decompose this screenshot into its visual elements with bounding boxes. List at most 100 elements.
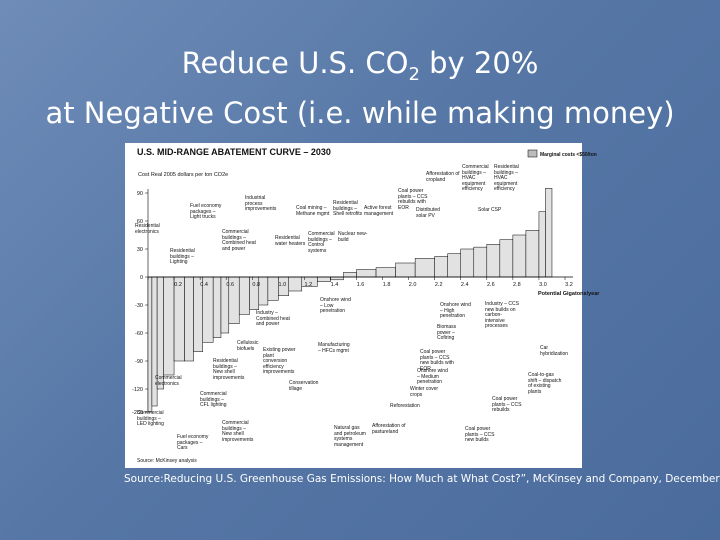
bar [317,276,331,282]
y-tick-label: -60 [135,331,143,337]
annotation: Residential electronics [135,223,160,235]
annotation: Commercial buildings – HVAC equipment ef… [462,164,489,193]
x-tick-label: 2.2 [435,282,443,288]
annotation: Industrial process improvements [245,195,277,213]
annotation: Onshore wind – High penetration [440,302,471,320]
annotation: Commercial buildings – New shell improve… [222,420,254,443]
x-tick-label: 1.6 [357,282,365,288]
bar [375,267,396,278]
bar [147,276,153,413]
x-tick-label: 2.8 [513,282,521,288]
annotation: Afforestation of cropland [426,171,460,183]
y-tick-label: -120 [132,387,143,393]
bar [156,276,164,390]
annotation: Distributed solar PV [416,207,440,219]
annotation: Residential buildings – Shell retrofits [333,200,363,218]
annotation: Residential buildings – HVAC equipment e… [494,164,519,193]
annotation: Conservation tillage [289,380,319,392]
title-line: at Negative Cost (i.e. while making mone… [45,95,675,130]
bar [473,246,488,278]
x-tick-label: 1.0 [278,282,286,288]
annotation: Cellulosic biofuels [237,340,259,352]
annotation: Residential buildings – Lighting [170,248,195,266]
slide-title: Reduce U.S. CO2 by 20% at Negative Cost (… [0,44,720,132]
y-tick-label: 60 [137,219,143,225]
bar [525,230,540,278]
annotation: Source: McKinsey analysis [137,458,197,464]
annotation: Manufacturing – HFCs mgmt [318,342,350,354]
annotation: Active forest management [364,205,394,217]
x-tick-label: 0.6 [226,282,234,288]
y-tick-label: 90 [137,191,143,197]
bar [267,276,279,301]
annotation: Residential buildings – New shell improv… [213,358,245,381]
bar [512,234,527,278]
bar [238,276,250,315]
x-tick-label: 3.2 [565,282,573,288]
annotation: Commercial buildings – CFL lighting [200,391,227,409]
bar [173,276,185,362]
annotation: Biomass power – Cofiring [437,324,457,342]
bar [499,239,514,278]
y-axis-label: Cost Real 2005 dollars per ton CO2e [138,172,228,178]
y-tick-label: -30 [135,303,143,309]
x-tick-label: 2.0 [409,282,417,288]
bar [538,211,546,278]
legend-label: Marginal costs <$50/ton [540,152,597,158]
x-tick-label: 1.8 [383,282,391,288]
bar [395,262,416,278]
x-tick-label: 0.4 [200,282,208,288]
annotation: Commercial buildings – Control systems [308,231,335,254]
title-text: by 20% [419,46,539,80]
bar [414,258,435,278]
bar [460,248,475,278]
annotation: Solar CSP [478,207,502,213]
x-tick-label: 3.0 [539,282,547,288]
bar [330,276,344,281]
y-tick-label: -230 [132,410,143,416]
annotation: Existing power plant conversion efficien… [263,347,296,376]
title-text: Reduce U.S. CO [181,46,409,80]
bar [356,269,377,278]
bar [193,276,203,352]
annotation: Coal power plants – CCS new builds with … [420,349,454,372]
bar [447,253,461,278]
bar [545,188,553,278]
title-subscript: 2 [408,63,420,85]
legend-swatch [527,149,538,158]
bar [258,276,269,306]
annotation: Industry – Combined heat and power [256,310,290,328]
annotation: Residential water heaters [275,235,306,247]
bar [343,272,357,278]
annotation: Winter cover crops [410,386,439,398]
y-tick-label: -90 [135,359,143,365]
annotation: Afforestation of pastureland [372,423,406,435]
annotation: Commercial buildings – Combined heat and… [222,229,256,252]
x-tick-label: 2.6 [487,282,495,288]
source-note: Source:Reducing U.S. Greenhouse Gas Emis… [124,473,720,485]
annotation: Commercial buildings – LED lighting [137,410,164,428]
bar [434,256,448,278]
x-tick-label: 2.4 [461,282,469,288]
annotation: Fuel economy packages – Light trucks [190,203,222,221]
annotation: Nuclear new-build [338,231,368,243]
bar [212,276,222,338]
annotation: Reforestation [390,403,420,409]
bar [163,276,175,376]
annotation: Car hybridization [540,345,569,357]
x-tick-label: 0.8 [252,282,260,288]
annotation: Coal power plants – CCS rebuilds with EO… [398,188,428,211]
annotation: Coal-to-gas shift – dispatch of existing… [528,372,562,395]
y-tick-label: 30 [137,247,143,253]
annotation: Industry – CCS new builds on carbon-inte… [485,301,519,330]
annotation: Onshore wind – Low penetration [320,297,351,315]
bar [288,276,303,292]
annotation: Natural gas and petroleum systems manage… [334,425,366,448]
annotation: Coal power plants – CCS rebuilds [492,396,522,414]
annotation: Onshore wind – Medium penetration [417,368,448,386]
annotation: Commercial electronics [155,375,182,387]
bar [184,276,194,362]
y-tick-label: 0 [140,275,143,281]
bar [486,244,501,278]
